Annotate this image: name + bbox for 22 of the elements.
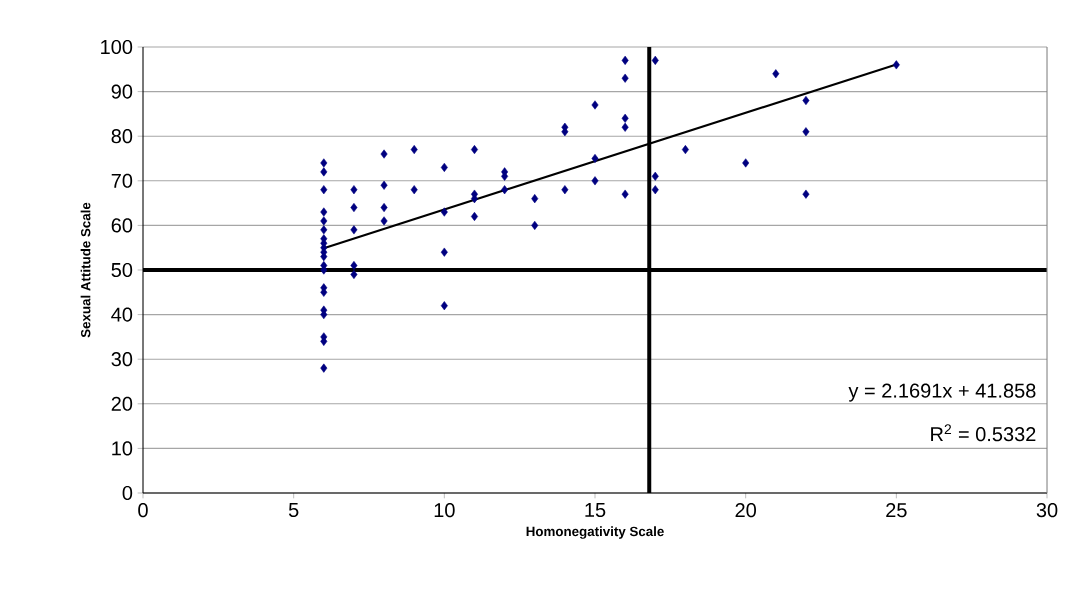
y-tick-label: 10 [112,441,133,456]
x-tick-label: 25 [886,503,907,518]
y-tick-label: 60 [111,218,133,233]
y-tick-label: 100 [101,39,133,55]
x-tick-label: 5 [288,503,299,517]
y-axis-title: Sexual Attitude Scale [80,202,91,338]
x-tick-label: 15 [585,503,606,517]
x-tick-label: 30 [1036,503,1058,518]
x-tick-label: 10 [434,503,455,518]
y-tick-label: 0 [122,485,133,501]
y-tick-label: 40 [111,307,133,322]
annotation: y = 2.1691x + 41.858 [848,383,1036,402]
x-tick-label: 20 [735,503,756,518]
x-tick-label: 0 [138,503,148,518]
y-tick-label: 70 [111,173,133,188]
y-tick-label: 50 [111,262,133,278]
x-axis-title: Homonegativity Scale [526,526,664,539]
y-tick-label: 20 [111,396,133,411]
annotation: R$^{2}$ = 0.5332 [931,424,1036,442]
y-tick-label: 30 [111,352,133,367]
y-tick-label: 80 [111,129,133,144]
y-tick-label: 90 [111,84,133,99]
